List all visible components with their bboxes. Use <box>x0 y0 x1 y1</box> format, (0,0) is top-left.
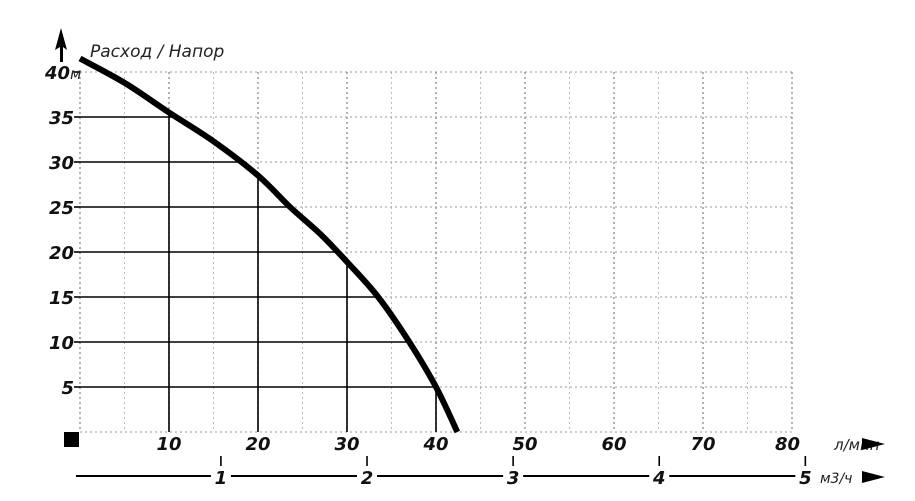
x-tick-label: 30 <box>334 434 359 455</box>
origin-marker <box>64 432 79 447</box>
pump-curve <box>78 55 461 434</box>
x-tick-label: 10 <box>156 434 181 455</box>
x-axis-arrow-icon <box>862 438 885 450</box>
x2-tick-label: 5 <box>799 468 812 489</box>
x2-tick-label: 4 <box>652 468 666 489</box>
x-tick-label: 80 <box>775 434 800 455</box>
x-tick-label: 50 <box>512 434 537 455</box>
x2-tick-label: 2 <box>361 468 374 489</box>
x-tick-label: 60 <box>601 434 626 455</box>
x-tick-labels: 10 20 30 40 50 60 70 80 <box>156 434 800 455</box>
x-tick-label: 20 <box>245 434 270 455</box>
y-tick-labels: 5 10 15 20 25 30 35 40 м <box>44 63 81 399</box>
x2-unit-label: м3/ч <box>820 471 852 487</box>
secondary-x-axis: 1 2 3 4 5 <box>76 456 812 489</box>
y-tick-label: 40 <box>44 63 70 84</box>
y-tick-label: 5 <box>61 378 74 399</box>
chart-title: Расход / Напор <box>90 42 224 62</box>
x-tick-label: 70 <box>690 434 715 455</box>
y-tick-label: 25 <box>49 198 74 219</box>
y-axis-arrow-icon <box>55 28 67 62</box>
x2-axis-arrow-icon <box>862 471 885 483</box>
y-unit-label: м <box>70 65 81 83</box>
y-tick-label: 10 <box>49 333 74 354</box>
y-tick-label: 20 <box>49 243 74 264</box>
y-tick-label: 30 <box>49 153 74 174</box>
reference-lines <box>80 112 437 432</box>
x2-tick-label: 3 <box>507 468 520 489</box>
y-tick-label: 35 <box>49 108 74 129</box>
x2-tick-label: 1 <box>215 468 228 489</box>
x-tick-label: 40 <box>422 434 448 455</box>
y-tick-label: 15 <box>49 288 74 309</box>
